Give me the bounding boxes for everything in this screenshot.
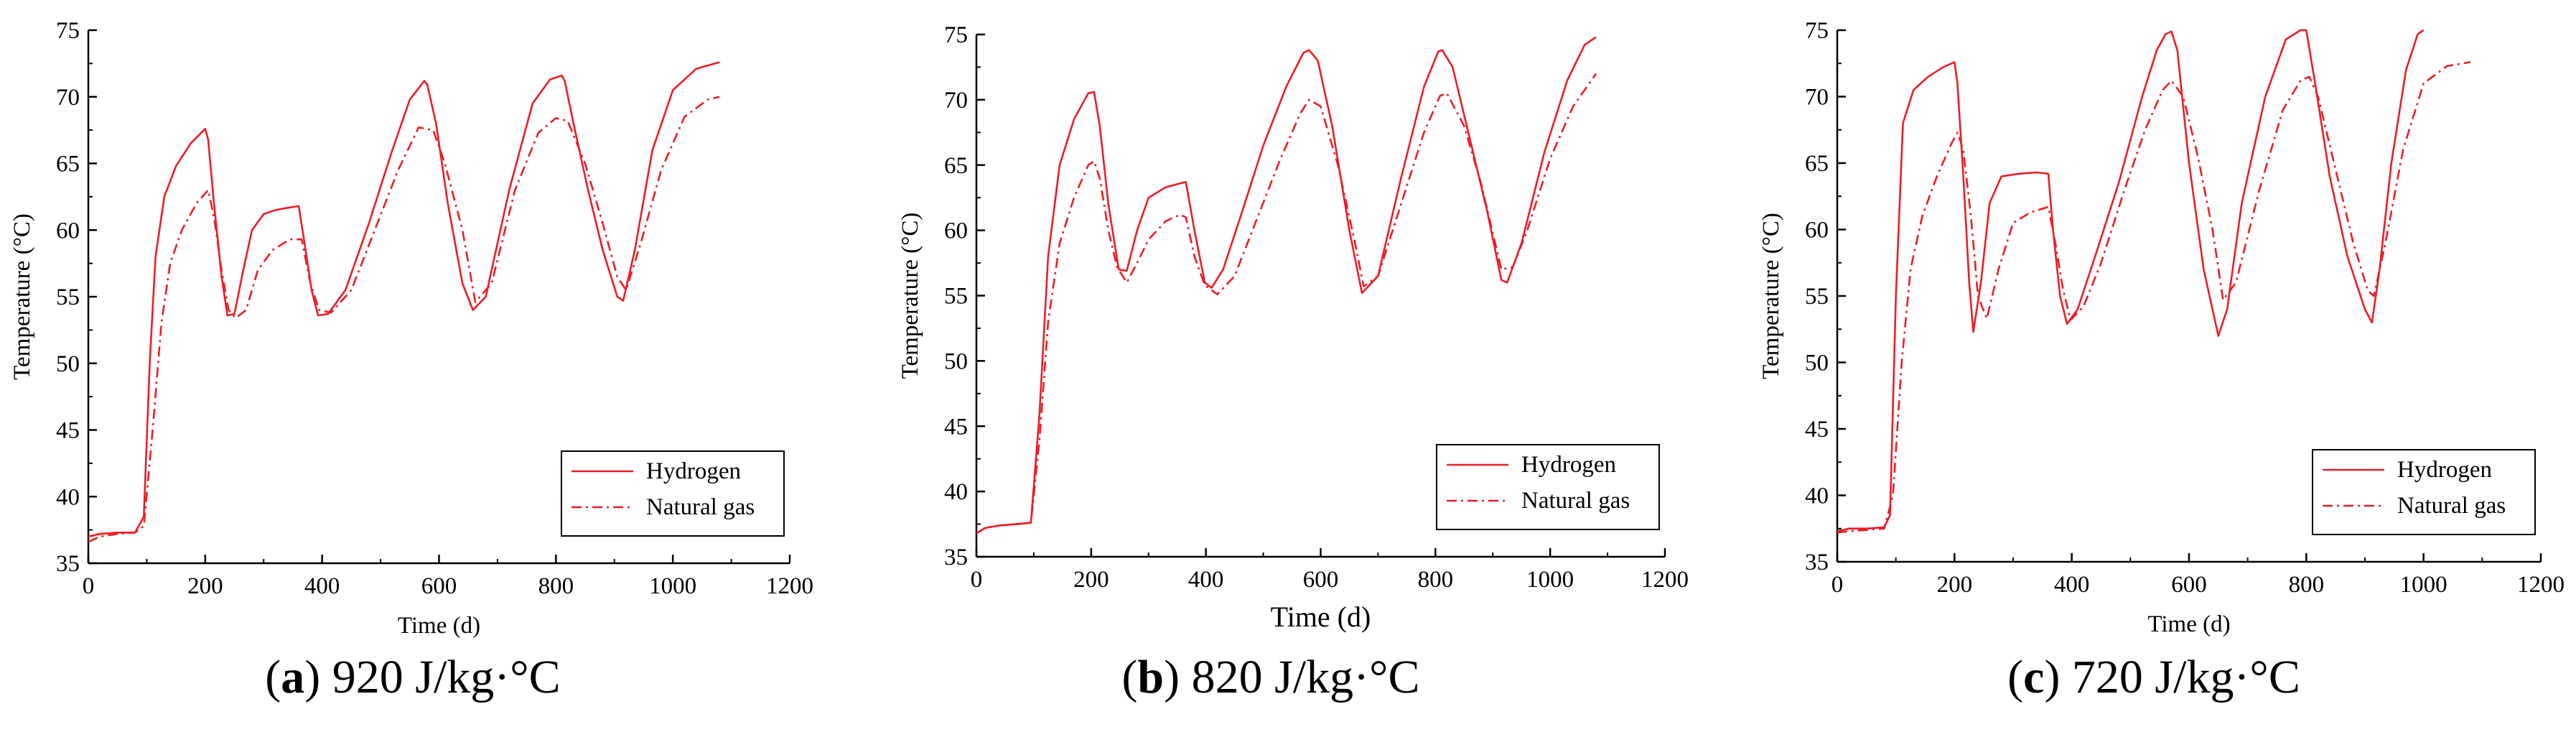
chart-c: 0 200 400 600 800 1000 1200 35 40 45 50 55 60 65 70 75 T… xyxy=(1758,18,2565,637)
y-tick-label: 50 xyxy=(1805,351,1829,376)
y-axis-label: Temperature (°C) xyxy=(1758,213,1784,379)
y-tick-label: 45 xyxy=(1805,417,1829,443)
x-tick-label: 0 xyxy=(971,567,983,593)
y-tick-label: 35 xyxy=(56,551,80,577)
x-tick-label: 600 xyxy=(421,573,457,599)
series-line-natural-gas xyxy=(88,96,720,543)
x-axis-label: Time (d) xyxy=(398,613,480,639)
x-tick-label: 1000 xyxy=(649,573,696,599)
x-tick-label: 200 xyxy=(187,573,223,599)
panel-label-c: c xyxy=(2023,651,2045,703)
y-tick-label: 60 xyxy=(56,218,80,244)
y-tick-label: 45 xyxy=(56,418,80,444)
series-line-hydrogen xyxy=(976,36,1597,535)
caption-text-c: 720 J/kg·°C xyxy=(2071,651,2300,703)
y-tick-label: 50 xyxy=(944,348,968,374)
legend-label-natural-gas: Natural gas xyxy=(646,494,755,520)
y-tick-label: 45 xyxy=(944,414,968,440)
x-tick-label: 800 xyxy=(2289,572,2325,598)
x-tick-label: 800 xyxy=(1418,567,1454,593)
y-tick-label: 65 xyxy=(1805,151,1829,177)
caption-a: (a) 920 J/kg·°C xyxy=(265,651,561,703)
y-tick-label: 55 xyxy=(1805,284,1829,310)
x-tick-label: 800 xyxy=(538,573,574,599)
x-tick-label: 600 xyxy=(2171,572,2207,598)
chart-a: 0 200 400 600 800 1000 1200 35 40 45 50 55 60 65 70 75 T… xyxy=(9,18,813,639)
legend-label-hydrogen: Hydrogen xyxy=(1521,452,1616,478)
y-tick-label: 75 xyxy=(944,22,968,48)
chart-panel-a: 0 200 400 600 800 1000 1200 35 40 45 50 55 60 65 70 75 T… xyxy=(0,0,826,745)
x-tick-label: 0 xyxy=(1831,572,1844,598)
y-tick-label: 40 xyxy=(56,484,80,510)
y-tick-label: 40 xyxy=(1805,483,1829,509)
caption-text-b: 820 J/kg·°C xyxy=(1191,651,1420,703)
x-tick-label: 1200 xyxy=(766,573,813,599)
x-tick-label: 200 xyxy=(1937,572,1973,598)
legend-label-natural-gas: Natural gas xyxy=(1521,488,1630,514)
x-tick-label: 400 xyxy=(304,573,340,599)
legend-label-hydrogen: Hydrogen xyxy=(2397,457,2492,483)
caption-text-a: 920 J/kg·°C xyxy=(332,651,561,703)
y-axis-label: Temperature (°C) xyxy=(897,213,923,379)
y-tick-label: 65 xyxy=(56,152,80,177)
x-tick-label: 0 xyxy=(83,573,95,599)
y-axis-label: Temperature (°C) xyxy=(9,213,35,380)
y-tick-label: 70 xyxy=(944,88,968,114)
chart-panel-b: 0 200 400 600 800 1000 1200 35 40 45 50 55 60 65 70 75 T… xyxy=(858,0,1689,745)
caption-b: (b) 820 J/kg·°C xyxy=(1121,651,1420,703)
panel-label-a: a xyxy=(281,651,305,703)
legend-box xyxy=(561,450,785,537)
x-axis-label: Time (d) xyxy=(2147,611,2230,637)
series-line-hydrogen xyxy=(88,61,720,538)
y-tick-label: 55 xyxy=(944,284,968,310)
y-tick-label: 65 xyxy=(944,153,968,179)
x-tick-label: 1000 xyxy=(1526,567,1574,593)
series-line-hydrogen xyxy=(1837,29,2425,532)
y-tick-label: 35 xyxy=(944,545,968,570)
legend-label-natural-gas: Natural gas xyxy=(2397,493,2506,519)
y-tick-label: 60 xyxy=(944,218,968,244)
legend-box xyxy=(1436,444,1660,530)
series-line-natural-gas xyxy=(1837,61,2471,534)
y-tick-label: 70 xyxy=(56,85,80,111)
chart-panel-c: 0 200 400 600 800 1000 1200 35 40 45 50 55 60 65 70 75 T… xyxy=(1741,0,2567,745)
y-tick-label: 70 xyxy=(1805,85,1829,111)
y-tick-label: 75 xyxy=(56,18,80,44)
legend-box xyxy=(2312,449,2536,535)
x-tick-label: 1000 xyxy=(2400,572,2447,598)
x-tick-label: 1200 xyxy=(2517,572,2565,598)
y-tick-label: 50 xyxy=(56,351,80,377)
y-tick-label: 55 xyxy=(56,284,80,310)
panel-label-b: b xyxy=(1137,651,1165,703)
y-tick-label: 60 xyxy=(1805,218,1829,244)
y-tick-label: 35 xyxy=(1805,550,1829,575)
caption-c: (c) 720 J/kg·°C xyxy=(2007,651,2300,703)
legend-label-hydrogen: Hydrogen xyxy=(646,458,741,484)
x-tick-label: 400 xyxy=(1188,567,1224,593)
x-tick-label: 400 xyxy=(2054,572,2090,598)
chart-b: 0 200 400 600 800 1000 1200 35 40 45 50 55 60 65 70 75 T… xyxy=(897,22,1689,633)
series-line-natural-gas xyxy=(976,73,1597,535)
x-axis-label: Time (d) xyxy=(1271,601,1371,633)
x-tick-label: 200 xyxy=(1073,567,1109,593)
x-tick-label: 600 xyxy=(1303,567,1339,593)
x-tick-label: 1200 xyxy=(1641,567,1689,593)
y-tick-label: 40 xyxy=(944,479,968,505)
y-tick-label: 75 xyxy=(1805,18,1829,44)
